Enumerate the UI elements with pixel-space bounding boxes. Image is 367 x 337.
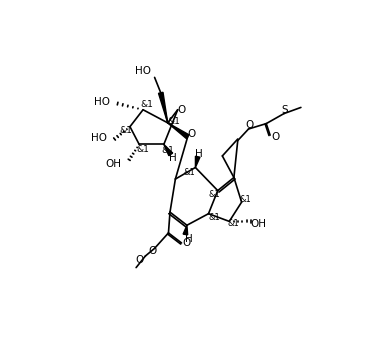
Text: H: H xyxy=(169,153,177,163)
Text: O: O xyxy=(245,120,254,130)
Text: O: O xyxy=(188,129,196,140)
Text: &1: &1 xyxy=(208,190,220,199)
Text: O: O xyxy=(271,132,280,142)
Text: S: S xyxy=(281,105,288,115)
Text: HO: HO xyxy=(91,133,107,143)
Text: &1: &1 xyxy=(141,100,153,109)
Text: &1: &1 xyxy=(167,117,180,126)
Polygon shape xyxy=(168,123,189,139)
Text: O: O xyxy=(135,255,143,265)
Text: O: O xyxy=(148,246,156,256)
Text: &1: &1 xyxy=(209,213,221,222)
Text: &1: &1 xyxy=(240,195,251,204)
Text: O: O xyxy=(177,105,186,115)
Text: HO: HO xyxy=(94,97,110,107)
Polygon shape xyxy=(195,156,200,167)
Polygon shape xyxy=(183,225,188,235)
Text: HO: HO xyxy=(135,66,151,76)
Text: &1: &1 xyxy=(161,146,174,155)
Text: H: H xyxy=(195,149,203,159)
Text: &1: &1 xyxy=(227,219,239,228)
Text: OH: OH xyxy=(251,219,266,229)
Text: H: H xyxy=(185,234,192,244)
Text: &1: &1 xyxy=(137,145,149,154)
Text: OH: OH xyxy=(105,159,121,168)
Text: O: O xyxy=(183,238,191,248)
Polygon shape xyxy=(159,92,168,123)
Text: &1: &1 xyxy=(120,126,132,135)
Polygon shape xyxy=(164,144,172,156)
Text: &1: &1 xyxy=(184,167,195,177)
